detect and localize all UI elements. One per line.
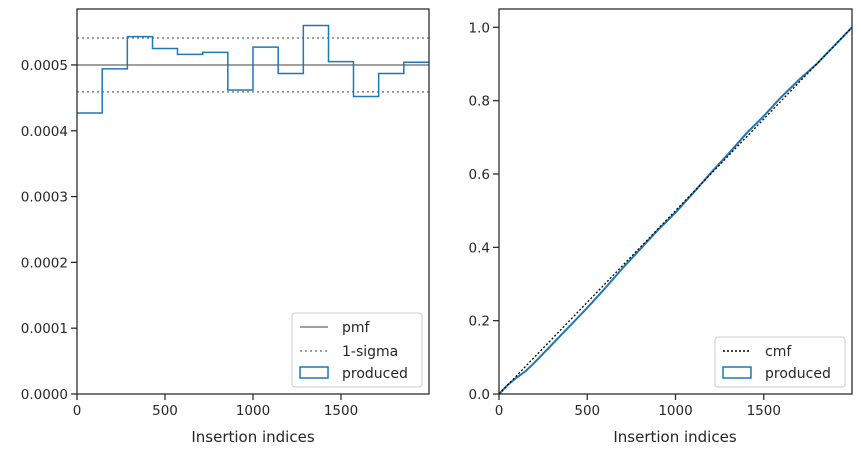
right-legend-box <box>714 336 846 388</box>
right-y-tick-label: 0.8 <box>469 94 490 110</box>
left-legend: pmf 1-sigma produced <box>291 312 423 388</box>
produced-histogram-step <box>77 24 429 114</box>
cmf-line <box>498 26 853 395</box>
left-y-tick-label: 0.0002 <box>21 255 68 271</box>
left-x-ticks: 0 500 1000 1500 <box>73 394 358 419</box>
produced-legend-label: produced <box>342 366 408 382</box>
right-y-ticks: 0.0 0.2 0.4 0.6 0.8 1.0 <box>469 20 499 403</box>
left-x-axis-label: Insertion indices <box>191 428 314 446</box>
left-x-tick-label: 1500 <box>324 403 358 419</box>
right-x-tick-label: 500 <box>574 403 600 419</box>
left-y-tick-label: 0.0005 <box>21 58 68 74</box>
right-y-tick-label: 0.2 <box>469 314 490 330</box>
right-x-tick-label: 1000 <box>658 403 692 419</box>
left-x-tick-label: 0 <box>73 403 82 419</box>
left-y-tick-label: 0.0000 <box>21 387 68 403</box>
left-y-ticks: 0.0000 0.0001 0.0002 0.0003 0.0004 0.0005 <box>21 58 77 403</box>
right-panel: 0 500 1000 1500 0.0 0.2 0.4 0.6 0.8 1.0 Insertio… <box>469 8 853 446</box>
right-y-tick-label: 1.0 <box>469 20 490 36</box>
left-y-tick-label: 0.0001 <box>21 321 68 337</box>
right-x-tick-label: 1500 <box>747 403 781 419</box>
left-x-tick-label: 500 <box>152 403 178 419</box>
produced-cumulative-legend-label: produced <box>765 366 831 382</box>
sigma-legend-label: 1-sigma <box>342 344 398 360</box>
right-x-axis-label: Insertion indices <box>613 428 736 446</box>
right-y-tick-label: 0.6 <box>469 167 490 183</box>
produced-legend-swatch <box>299 366 329 379</box>
pmf-legend-label: pmf <box>342 320 371 336</box>
left-x-tick-label: 1000 <box>236 403 270 419</box>
right-y-tick-label: 0.4 <box>469 240 490 256</box>
right-x-tick-label: 0 <box>495 403 504 419</box>
right-legend: cmf produced <box>714 336 846 388</box>
cmf-legend-label: cmf <box>765 344 792 360</box>
left-legend-box <box>291 312 423 388</box>
left-y-tick-label: 0.0003 <box>21 190 68 206</box>
right-y-tick-label: 0.0 <box>469 387 490 403</box>
left-y-tick-label: 0.0004 <box>21 124 68 140</box>
right-plot-area <box>499 9 852 394</box>
produced-cumulative-legend-swatch <box>722 366 752 379</box>
left-panel: 0 500 1000 1500 0.00000.00010.00020.00030.0… <box>21 8 430 446</box>
produced-cumulative-line <box>498 26 853 395</box>
right-x-ticks: 0 500 1000 1500 <box>495 394 781 419</box>
